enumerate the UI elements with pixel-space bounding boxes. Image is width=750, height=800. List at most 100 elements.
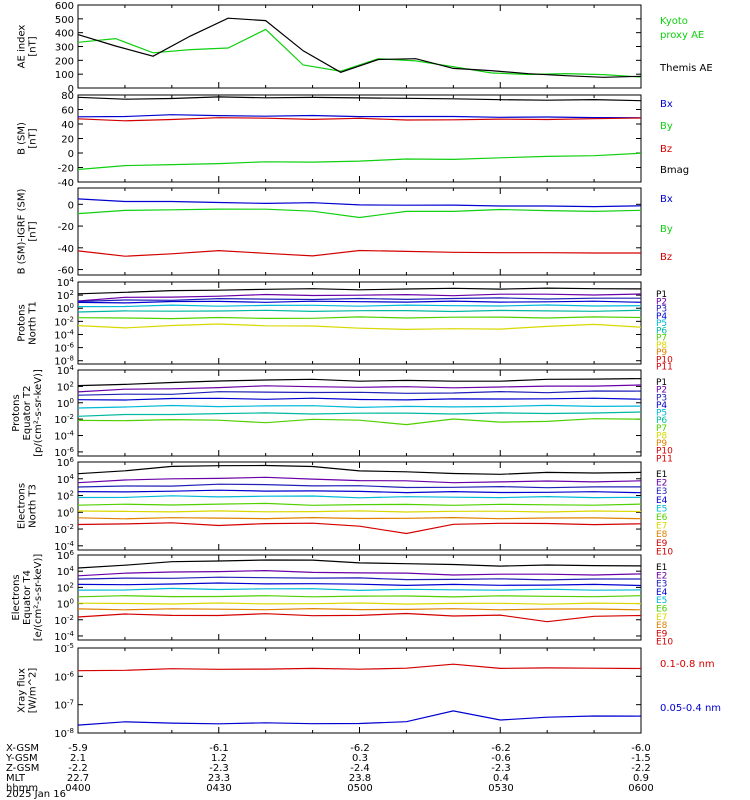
legend-label: E7 — [656, 522, 667, 532]
legend-label: E5 — [656, 596, 667, 606]
legend-label: E7 — [656, 613, 667, 623]
y-tick-label: 10-2 — [54, 614, 74, 627]
footer-value: 0500 — [347, 783, 372, 794]
panel-frame — [77, 94, 642, 183]
panel-3: -60 -40 -20 0 B (SM)-IGRF (SM) [nT] Bx By Bz — [17, 187, 673, 277]
footer-value: 23.3 — [208, 773, 230, 784]
legend-label: proxy AE — [660, 30, 704, 41]
y-tick-label: 10-6 — [54, 670, 74, 683]
y-tick-label: 104 — [57, 364, 75, 377]
legend-label: P10 — [656, 355, 673, 365]
y-tick-label: 102 — [57, 581, 74, 594]
footer-value: -1.5 — [631, 753, 651, 764]
series-line-p2 — [77, 384, 642, 393]
y-tick-label: 106 — [57, 549, 75, 562]
series-line-e9 — [77, 612, 642, 623]
y-tick-label: 0 — [68, 84, 74, 95]
y-tick-label: 40 — [61, 120, 74, 131]
series-line-p8 — [77, 323, 642, 331]
footer-value: 22.7 — [67, 773, 89, 784]
y-tick-label: 10-8 — [54, 355, 74, 368]
legend-label: P11 — [656, 363, 673, 373]
y-axis-label: AE index — [17, 25, 28, 69]
legend-label: E4 — [656, 588, 668, 598]
footer-row-label: MLT — [6, 773, 26, 784]
footer-value: 0.3 — [352, 753, 368, 764]
series-line-p6 — [77, 411, 642, 417]
y-axis-label: Equator T2 — [22, 386, 33, 441]
legend-label: E1 — [656, 470, 667, 480]
footer-value: 0530 — [488, 783, 513, 794]
legend-label: P6 — [656, 326, 667, 336]
panel-frame — [77, 647, 642, 734]
y-tick-label: 0 — [68, 200, 74, 211]
y-axis-label: [nT] — [28, 36, 39, 56]
y-axis-label: [nT] — [28, 221, 39, 241]
legend-label: Bx — [660, 99, 673, 110]
series-line-kyoto-proxy-ae — [77, 28, 642, 78]
series-line-bx — [77, 198, 642, 208]
series-line-e2 — [77, 476, 642, 484]
series-line-e1 — [77, 559, 642, 569]
legend-label: Kyoto — [660, 16, 688, 27]
series-line-e5 — [77, 587, 642, 592]
footer-value: -6.2 — [350, 743, 370, 754]
legend-label: P2 — [656, 297, 667, 307]
panel-frame — [77, 461, 642, 551]
footer-value: 0430 — [206, 783, 231, 794]
series-line-p5 — [77, 304, 642, 308]
legend-label: E9 — [656, 629, 668, 639]
legend-label: Bz — [660, 144, 672, 155]
legend-label: P8 — [656, 431, 667, 441]
legend-label: E2 — [656, 571, 667, 581]
footer-value: -2.4 — [350, 763, 370, 774]
footer-value: 0400 — [65, 783, 90, 794]
y-tick-label: 0 — [68, 149, 74, 160]
y-tick-label: -40 — [58, 178, 74, 189]
y-tick-label: 106 — [57, 456, 75, 469]
footer-value: 0.9 — [633, 773, 649, 784]
y-tick-label: 10-4 — [54, 430, 74, 443]
y-axis-label: Electrons — [17, 483, 28, 529]
legend-label: E9 — [656, 539, 668, 549]
series-line-p2 — [77, 293, 642, 302]
y-tick-label: 80 — [61, 91, 74, 102]
series-line-bz — [77, 249, 641, 257]
legend-label: P7 — [656, 424, 667, 434]
legend-label: E3 — [656, 580, 667, 590]
y-axis-label: [nT] — [28, 128, 39, 148]
y-axis-label: [p/(cm²-s-sr-keV)] — [33, 369, 44, 457]
footer-value: 1.2 — [211, 753, 227, 764]
footer-value: 0600 — [628, 783, 653, 794]
legend-label: P10 — [656, 447, 673, 457]
y-axis-label: Protons — [11, 394, 22, 431]
legend-label: P6 — [656, 416, 667, 426]
series-line-p3 — [77, 297, 641, 303]
series-line-e6 — [77, 595, 642, 598]
series-line-e9 — [77, 522, 642, 535]
series-line-e4 — [77, 582, 642, 587]
footer-value: 2.1 — [70, 753, 86, 764]
series-line-bx — [77, 114, 642, 119]
legend-label: P1 — [656, 378, 667, 388]
legend-label: E4 — [656, 496, 668, 506]
series-line-p5 — [77, 404, 642, 409]
panel-frame — [77, 554, 642, 641]
y-axis-label: Protons — [17, 304, 28, 341]
y-tick-label: 300 — [55, 43, 74, 54]
panel-5: 104 102 100 10-2 10-4 10-6 Protons Equator T2 [p… — [11, 364, 673, 464]
footer-value: -6.1 — [209, 743, 229, 754]
y-tick-label: 10-2 — [54, 413, 74, 426]
footer-row-label: X-GSM — [6, 743, 39, 754]
legend-label: Bx — [660, 194, 673, 205]
y-tick-label: 600 — [55, 1, 74, 12]
y-tick-label: 10-4 — [54, 540, 74, 553]
y-tick-label: 100 — [55, 70, 74, 81]
legend-label: P3 — [656, 305, 667, 315]
legend-label: P5 — [656, 409, 667, 419]
y-tick-label: 10-2 — [54, 315, 74, 328]
legend-label: E8 — [656, 530, 668, 540]
series-line-bmag — [77, 96, 642, 102]
